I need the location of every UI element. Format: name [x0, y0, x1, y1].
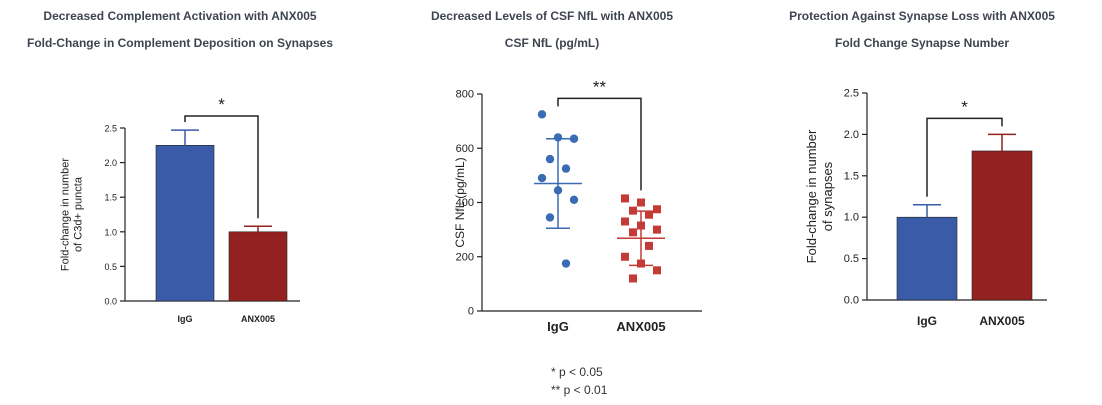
y-tick-label: 0.5: [104, 262, 117, 272]
scatter-chart-nfl: 0 200 400 600 800 CSF NfL (pg/mL) IgG ANX005 **: [453, 77, 702, 334]
chart-title: Protection Against Synapse Loss with ANX…: [789, 9, 1055, 23]
y-tick-label: 1.5: [104, 193, 117, 203]
data-point: [561, 164, 571, 173]
x-tick-label: IgG: [547, 319, 569, 334]
x-tick-label: IgG: [917, 314, 937, 328]
y-tick-label: 0.0: [104, 297, 117, 307]
chart-panel-nfl: Decreased Levels of CSF NfL with ANX005 …: [372, 0, 732, 340]
y-tick-label: 800: [456, 89, 474, 101]
significance-footnote: * p < 0.05 ** p < 0.01: [551, 363, 701, 399]
x-tick-label: ANX005: [979, 314, 1025, 328]
significance-marker: **: [593, 77, 607, 96]
bar-chart-complement: 0.0 0.5 1.0 1.5 2.0 2.5 Fold-change in numbero…: [60, 95, 300, 324]
y-tick-label: 600: [456, 143, 474, 155]
data-point: [537, 173, 547, 183]
chart-title: Decreased Complement Activation with ANX…: [43, 9, 317, 23]
bar: [971, 150, 1033, 301]
x-tick-label: ANX005: [241, 314, 275, 324]
x-tick-label: IgG: [178, 314, 193, 324]
chart-subtitle: CSF NfL (pg/mL): [504, 36, 600, 50]
bar: [155, 145, 215, 302]
y-tick-label: 0: [468, 306, 474, 318]
y-tick-label: 1.5: [844, 170, 859, 182]
y-tick-label: 1.0: [104, 227, 117, 237]
bar: [896, 216, 958, 301]
data-point: [569, 195, 579, 204]
chart-title: Decreased Levels of CSF NfL with ANX005: [430, 9, 674, 23]
significance-bracket: [184, 115, 259, 219]
y-tick-label: 400: [456, 197, 474, 209]
footnote-line: ** p < 0.01: [551, 383, 608, 397]
data-point: [621, 217, 629, 226]
y-tick-label: 200: [456, 251, 474, 263]
x-tick-label: ANX005: [616, 319, 665, 334]
y-tick-label: 0.5: [844, 253, 859, 265]
data-point: [545, 213, 555, 222]
data-point: [653, 205, 661, 214]
chart-panel-complement: Decreased Complement Activation with ANX…: [0, 0, 360, 340]
data-point: [629, 274, 637, 283]
y-axis-label: CSF NfL (pg/mL): [453, 157, 467, 247]
data-point: [645, 210, 653, 219]
data-point: [621, 252, 629, 261]
significance-marker: *: [961, 97, 968, 116]
y-tick-label: 1.0: [844, 212, 859, 224]
y-tick-label: 0.0: [844, 295, 859, 307]
significance-bracket: [926, 117, 1003, 197]
significance-bracket: [557, 97, 642, 191]
footnote-line: * p < 0.05: [551, 365, 603, 379]
data-point: [569, 134, 579, 143]
y-axis-label: Fold-change in numberof synapses: [804, 129, 835, 263]
data-point: [653, 225, 661, 234]
data-point: [653, 266, 661, 275]
y-tick-label: 2.0: [844, 129, 859, 141]
y-tick-label: 2.0: [104, 158, 117, 168]
chart-subtitle: Fold Change Synapse Number: [834, 36, 1010, 50]
data-point: [629, 228, 637, 237]
chart-panel-synapse: Protection Against Synapse Loss with ANX…: [742, 0, 1102, 340]
data-point: [545, 154, 555, 164]
y-axis-label: Fold-change in numberof C3d+ puncta: [60, 158, 85, 271]
bar-chart-synapse: 0.0 0.5 1.0 1.5 2.0 2.5 Fold-change in numbero…: [804, 88, 1047, 328]
data-point: [537, 110, 547, 119]
significance-marker: *: [218, 95, 225, 114]
bar: [228, 231, 288, 302]
data-point: [637, 198, 645, 207]
data-point: [561, 259, 571, 268]
data-point: [645, 241, 653, 250]
y-tick-label: 2.5: [844, 88, 859, 100]
data-point: [621, 194, 629, 203]
y-tick-label: 2.5: [104, 124, 117, 134]
chart-subtitle: Fold-Change in Complement Deposition on …: [26, 36, 334, 50]
